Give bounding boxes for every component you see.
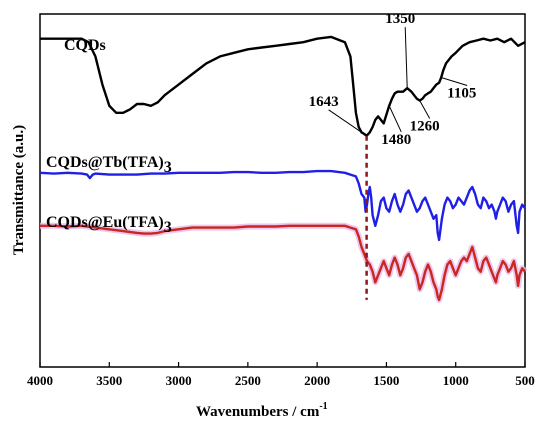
x-tick-label-1500: 1500 <box>373 373 399 388</box>
y-axis-title: Transmittance (a.u.) <box>11 125 27 255</box>
series-label-main-0: CQDs <box>64 37 106 54</box>
annotation-arrow-1260 <box>419 100 431 119</box>
series-label-sub-1: 3 <box>164 159 172 176</box>
annotation-arrow-1480 <box>388 105 402 132</box>
annotation-label-1643: 1643 <box>309 94 339 110</box>
annotation-label-1260: 1260 <box>410 118 440 134</box>
series-label-main-1: CQDs@Tb(TFA) <box>46 154 164 171</box>
x-tick-label-3000: 3000 <box>166 373 192 388</box>
x-axis-title-main: Wavenumbers / cm <box>196 404 320 420</box>
x-tick-label-4000: 4000 <box>27 373 53 388</box>
annotation-arrow-1350 <box>404 27 408 89</box>
annotation-label-1350: 1350 <box>385 11 415 27</box>
series-label-1: CQDs@Tb(TFA)3 <box>46 154 172 176</box>
annotation-label-1480: 1480 <box>381 132 411 148</box>
series-line-1 <box>39 169 526 242</box>
annotation-label-1105: 1105 <box>447 86 476 102</box>
series-label-2: CQDs@Eu(TFA)3 <box>46 214 172 236</box>
annotation-arrow-1643 <box>328 109 367 137</box>
series-label-main-2: CQDs@Eu(TFA) <box>46 214 164 231</box>
series-line-0 <box>40 35 526 138</box>
series-label-0: CQDs <box>64 37 106 54</box>
plot-frame <box>39 13 526 368</box>
series-halo-2 <box>40 222 528 303</box>
x-tick-label-2000: 2000 <box>304 373 330 388</box>
x-tick-label-1000: 1000 <box>443 373 469 388</box>
x-axis-title: Wavenumbers / cm-1 <box>196 401 328 420</box>
x-tick-label-2500: 2500 <box>235 373 261 388</box>
x-tick-label-3500: 3500 <box>96 373 122 388</box>
x-tick-label-500: 500 <box>515 373 535 388</box>
series-line-2 <box>40 224 526 302</box>
x-axis-ticks: 4000 3500 3000 2500 2000 1500 1000 500 <box>27 362 535 388</box>
series-label-sub-2: 3 <box>164 219 172 236</box>
x-axis-title-sup: -1 <box>319 401 327 412</box>
annotation-arrow-1105 <box>441 77 468 87</box>
